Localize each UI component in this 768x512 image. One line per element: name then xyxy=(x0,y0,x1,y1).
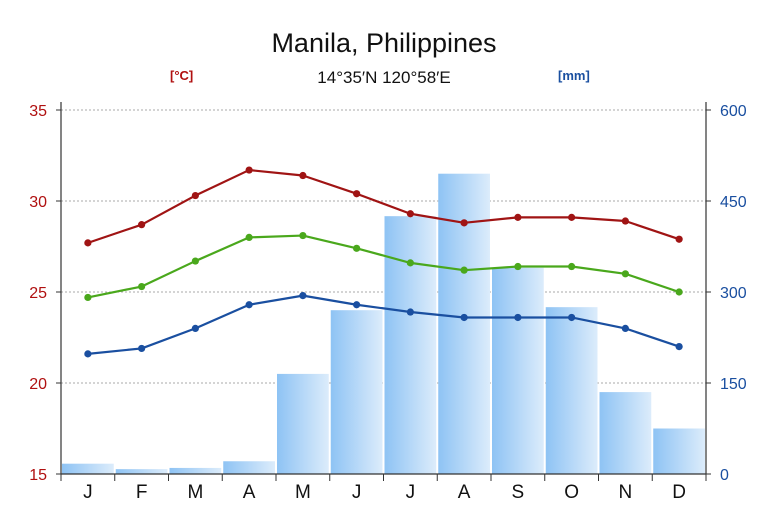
temperature-point xyxy=(138,221,146,229)
temperature-point xyxy=(353,244,361,252)
precipitation-bar xyxy=(384,216,437,474)
right-tick-label: 300 xyxy=(720,285,747,302)
temperature-point xyxy=(460,313,468,322)
temperature-point xyxy=(84,293,92,302)
temperature-point xyxy=(84,239,92,247)
month-label: O xyxy=(564,482,579,503)
temperature-series-line xyxy=(87,294,680,355)
temperature-point xyxy=(138,282,146,291)
axes: 15 20 25 30 35 0 150 300 450 600 J F M A M J J A S O N D xyxy=(29,102,747,503)
temperature-point xyxy=(675,288,683,296)
precipitation-bar xyxy=(492,267,544,474)
month-label: D xyxy=(672,482,686,503)
chart-subtitle: 14°35′N 120°58′E xyxy=(317,68,451,87)
temperature-point xyxy=(621,324,629,332)
temperature-point xyxy=(568,313,576,322)
left-tick-label: 25 xyxy=(29,285,47,302)
precipitation-bars xyxy=(62,173,705,474)
month-label: M xyxy=(187,482,203,503)
precipitation-bar xyxy=(545,307,598,474)
precipitation-bar xyxy=(277,373,329,474)
right-tick-label: 600 xyxy=(720,103,747,120)
precipitation-bar xyxy=(62,463,114,474)
precipitation-bar xyxy=(330,310,383,474)
right-tick-label: 150 xyxy=(720,376,747,393)
temperature-lines xyxy=(84,166,683,358)
temperature-point xyxy=(568,213,576,221)
temperature-point xyxy=(675,235,683,243)
left-tick-label: 30 xyxy=(29,194,47,211)
month-label: A xyxy=(458,482,471,503)
temperature-point xyxy=(191,257,199,265)
month-label: F xyxy=(136,482,148,503)
temperature-point xyxy=(621,217,629,225)
left-axis-unit: [°C] xyxy=(170,68,194,83)
precipitation-bar xyxy=(223,461,275,474)
left-tick-label: 35 xyxy=(29,103,47,120)
temperature-series-line xyxy=(87,168,680,244)
chart-title: Manila, Philippines xyxy=(271,28,497,58)
month-label: S xyxy=(512,482,525,503)
right-tick-label: 450 xyxy=(720,194,747,211)
temperature-point xyxy=(675,343,683,351)
temperature-point xyxy=(84,350,92,358)
temperature-point xyxy=(299,171,307,180)
month-label: A xyxy=(243,482,256,503)
precipitation-bar xyxy=(115,469,168,474)
temperature-point xyxy=(406,210,414,218)
month-label: N xyxy=(619,482,633,503)
left-tick-label: 15 xyxy=(29,467,47,484)
month-label: J xyxy=(352,482,362,503)
temperature-point xyxy=(245,301,253,309)
temperature-point xyxy=(568,262,576,271)
temperature-point xyxy=(191,191,199,200)
month-label: M xyxy=(295,482,311,503)
temperature-point xyxy=(353,301,361,309)
precipitation-bar xyxy=(169,467,222,474)
temperature-point xyxy=(138,344,146,353)
temperature-point xyxy=(353,190,361,198)
temperature-point xyxy=(621,270,629,278)
temperature-point xyxy=(460,266,468,274)
temperature-point xyxy=(460,219,468,227)
temperature-point xyxy=(191,324,199,332)
temperature-point xyxy=(299,231,307,240)
temperature-point xyxy=(514,213,522,221)
temperature-point xyxy=(245,166,253,174)
grid-lines xyxy=(61,109,706,384)
temperature-point xyxy=(245,233,253,241)
temperature-point xyxy=(406,259,414,267)
month-label: J xyxy=(406,482,416,503)
temperature-point xyxy=(514,313,522,322)
right-tick-label: 0 xyxy=(720,467,729,484)
temperature-point xyxy=(514,262,522,271)
left-tick-label: 20 xyxy=(29,376,47,393)
right-axis-unit: [mm] xyxy=(558,68,590,83)
temperature-point xyxy=(406,308,414,316)
month-label: J xyxy=(83,482,93,503)
temperature-series-line xyxy=(87,234,680,299)
temperature-point xyxy=(299,292,307,300)
precipitation-bar xyxy=(653,428,705,474)
precipitation-bar xyxy=(599,392,652,474)
